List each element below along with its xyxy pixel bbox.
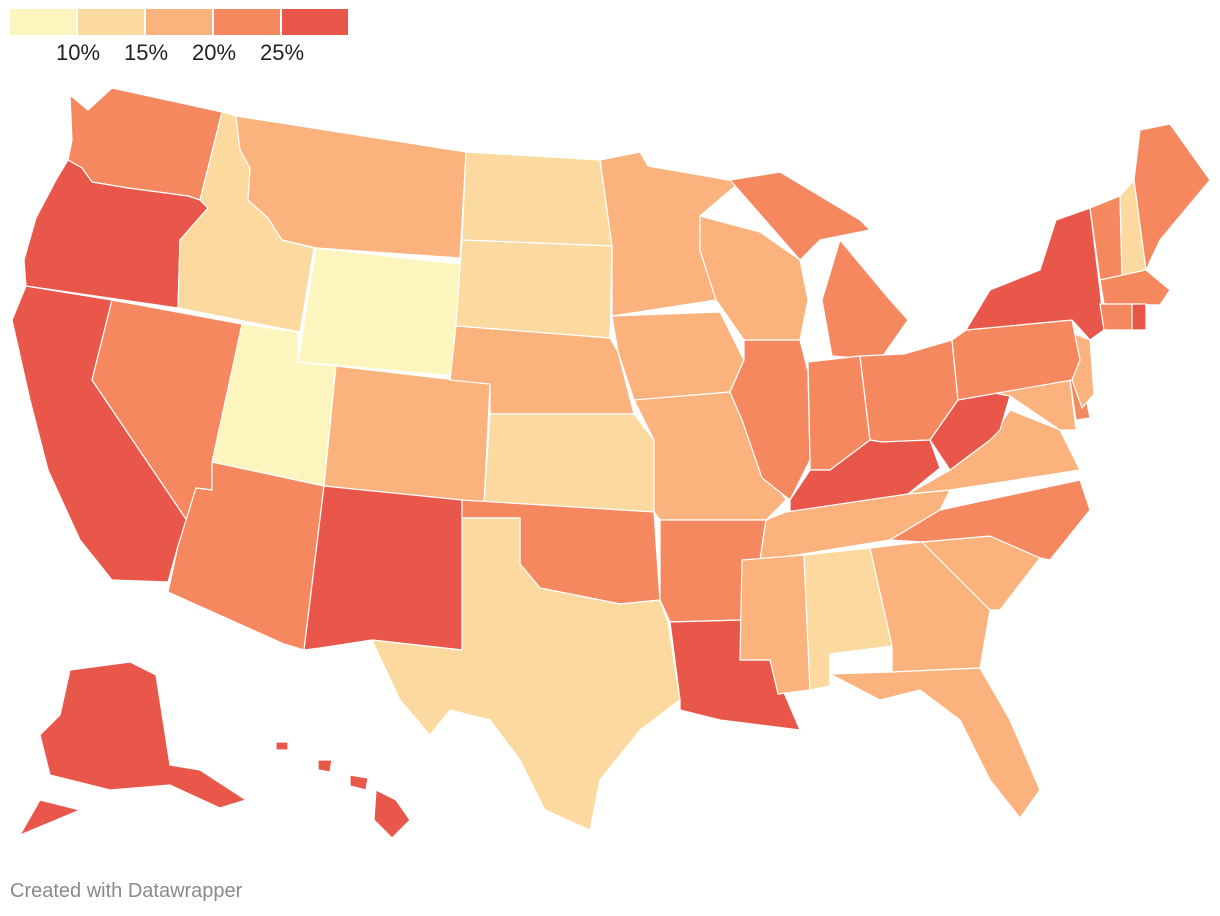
state-ct xyxy=(1099,303,1133,331)
legend-swatch-3 xyxy=(146,9,212,35)
state-ma xyxy=(1099,269,1171,306)
legend: 10% 15% 20% 25% xyxy=(10,9,350,69)
state-ny xyxy=(965,207,1105,341)
state-wy xyxy=(297,247,461,377)
us-map xyxy=(11,87,1211,839)
state-fl xyxy=(829,667,1041,819)
legend-swatch-2 xyxy=(78,9,144,35)
legend-tick-25: 25% xyxy=(259,40,305,65)
state-sd xyxy=(455,239,613,339)
state-il xyxy=(729,339,811,501)
legend-tick-15: 15% xyxy=(123,40,169,65)
state-nd xyxy=(461,151,613,247)
state-ks xyxy=(483,413,655,513)
legend-swatch-4 xyxy=(214,9,280,35)
state-ak xyxy=(19,661,247,836)
legend-tick-20: 20% xyxy=(191,40,237,65)
state-ri xyxy=(1131,303,1147,331)
state-tx xyxy=(371,517,681,831)
state-nc xyxy=(889,479,1091,561)
state-hi xyxy=(275,741,411,839)
state-co xyxy=(323,365,491,505)
state-nm xyxy=(303,485,463,651)
legend-tick-10: 10% xyxy=(55,40,101,65)
legend-swatch-1 xyxy=(10,9,76,35)
credit-text: Created with Datawrapper xyxy=(10,880,243,902)
legend-swatch-5 xyxy=(282,9,348,35)
state-me xyxy=(1133,123,1211,271)
state-ia xyxy=(611,311,745,401)
